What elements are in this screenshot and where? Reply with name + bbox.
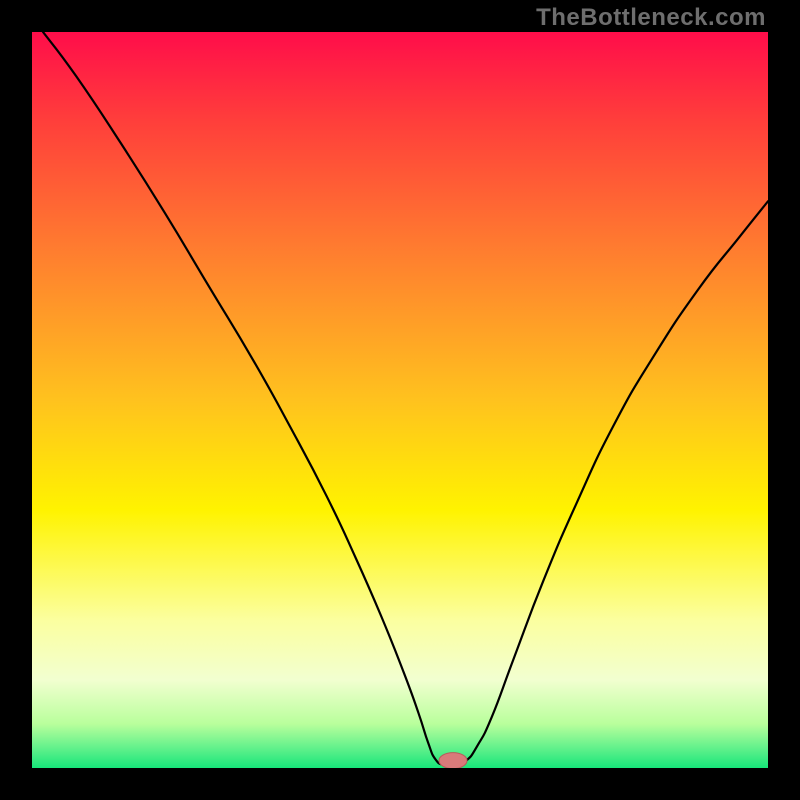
plot-area — [32, 32, 768, 768]
chart-frame: TheBottleneck.com — [0, 0, 800, 800]
plot-svg — [32, 32, 768, 768]
gradient-background — [32, 32, 768, 768]
watermark-text: TheBottleneck.com — [536, 4, 766, 32]
optimum-marker — [439, 753, 467, 768]
